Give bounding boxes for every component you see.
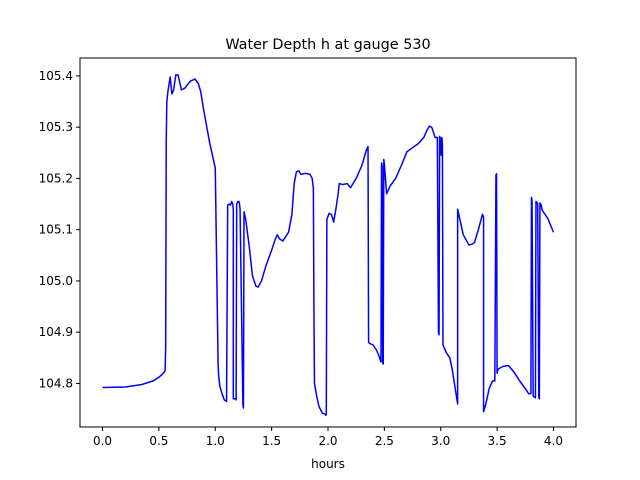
series-line-0 <box>102 74 555 416</box>
y-tick-label: 105.4 <box>39 69 73 83</box>
x-tick-label: 0.0 <box>93 434 112 448</box>
x-tick-label: 4.0 <box>544 434 563 448</box>
x-axis-label: hours <box>311 457 345 471</box>
x-tick-label: 2.0 <box>318 434 337 448</box>
x-tick-label: 0.5 <box>149 434 168 448</box>
x-tick-label: 1.0 <box>206 434 225 448</box>
series-group <box>102 74 555 416</box>
y-tick-label: 105.1 <box>39 223 73 237</box>
x-tick-label: 3.0 <box>431 434 450 448</box>
y-tick-label: 105.3 <box>39 120 73 134</box>
x-tick-label: 2.5 <box>375 434 394 448</box>
y-axis: 104.8 104.9 105.0 105.1 105.2 105.3 105.4 <box>39 69 80 390</box>
plot-area: 0.0 0.5 1.0 1.5 2.0 2.5 3.0 3.5 4.0 104.8104.910… <box>39 57 577 448</box>
y-tick-label: 104.9 <box>39 325 73 339</box>
y-tick-label: 105.0 <box>39 274 73 288</box>
chart-title: Water Depth h at gauge 530 <box>225 37 430 53</box>
plot-background <box>80 58 576 427</box>
x-axis: 0.0 0.5 1.0 1.5 2.0 2.5 3.0 3.5 4.0 <box>93 427 563 448</box>
x-tick-label: 1.5 <box>262 434 281 448</box>
y-tick-label: 104.8 <box>39 376 73 390</box>
y-tick-label: 105.2 <box>39 171 73 185</box>
x-tick-label: 3.5 <box>488 434 507 448</box>
